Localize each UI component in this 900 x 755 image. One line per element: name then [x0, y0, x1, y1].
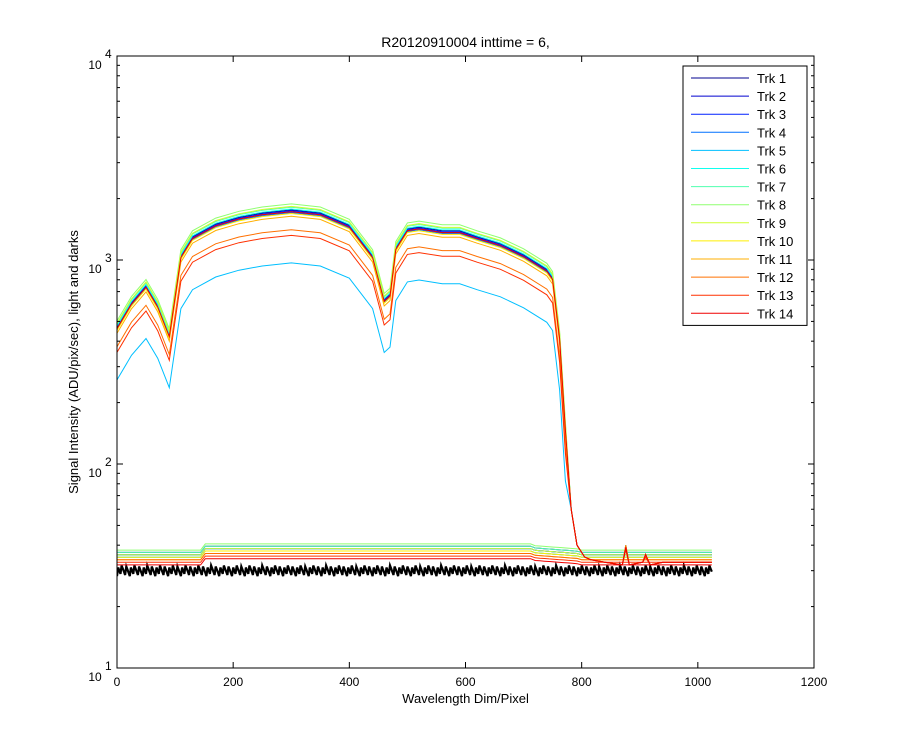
legend-label: Trk 7: [757, 180, 786, 195]
legend-label: Trk 12: [757, 270, 793, 285]
series-dark-line-13: [117, 555, 712, 563]
y-tick-label-base: 10: [88, 58, 102, 72]
y-tick-label-base: 10: [88, 262, 102, 276]
legend-label: Trk 2: [757, 89, 786, 104]
y-tick-label-exponent: 1: [105, 659, 112, 673]
x-tick-label: 200: [223, 675, 243, 689]
y-tick-label-exponent: 4: [105, 47, 112, 61]
x-tick-label: 600: [455, 675, 475, 689]
series-dark-line-14: [117, 558, 712, 566]
series-dark-line-9: [117, 548, 712, 556]
legend-label: Trk 6: [757, 162, 786, 177]
legend-box: [682, 65, 808, 326]
chart-title: R20120910004 inttime = 6,: [381, 34, 550, 50]
x-axis-label: Wavelength Dim/Pixel: [402, 691, 529, 706]
x-tick-label: 1200: [801, 675, 828, 689]
legend-label: Trk 14: [757, 306, 793, 321]
series-dark-line-10: [117, 550, 712, 558]
y-tick-label-exponent: 3: [105, 251, 112, 265]
series-layer: [117, 203, 713, 577]
y-tick-label-exponent: 2: [105, 455, 112, 469]
y-axis-label: Signal Intensity (ADU/pix/sec), light an…: [66, 230, 81, 494]
legend-label: Trk 9: [757, 216, 786, 231]
legend-label: Trk 1: [757, 71, 786, 86]
y-tick-label-base: 10: [88, 670, 102, 684]
x-tick-label: 800: [572, 675, 592, 689]
legend-label: Trk 13: [757, 288, 793, 303]
series-line-14: [117, 211, 712, 566]
series-dark-line-7: [117, 545, 712, 553]
legend-label: Trk 11: [757, 252, 792, 267]
legend-label: Trk 3: [757, 107, 786, 122]
legend-label: Trk 8: [757, 198, 786, 213]
dark-floor-line: [117, 561, 713, 577]
legend-label: Trk 4: [757, 125, 786, 140]
legend-label: Trk 10: [757, 234, 793, 249]
series-dark-line-12: [117, 553, 712, 561]
legend-label: Trk 5: [757, 143, 786, 158]
x-tick-label: 1000: [684, 675, 711, 689]
y-tick-label-base: 10: [88, 466, 102, 480]
x-tick-label: 0: [114, 675, 121, 689]
x-tick-label: 400: [339, 675, 359, 689]
x-ticks: 0 200 400 600 800 1000 1200: [114, 56, 828, 689]
legend: Trk 1 Trk 2 Trk 3 Trk 4 Trk 5 Trk 6 Trk 7 Trk 8…: [682, 65, 808, 326]
series-dark-line-8: [117, 543, 712, 551]
series-group: [117, 203, 713, 577]
